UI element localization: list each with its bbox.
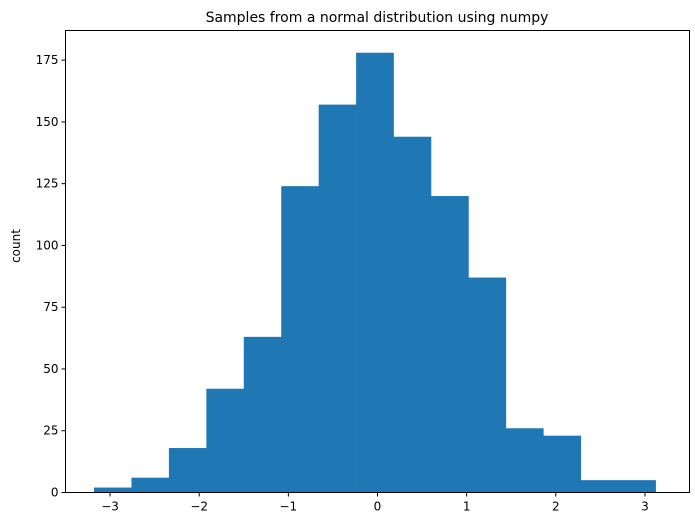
- y-tick-label: 175: [36, 53, 59, 67]
- y-tick-label: 150: [36, 115, 59, 129]
- y-axis-label: count: [9, 229, 23, 263]
- histogram-bar: [505, 428, 544, 493]
- x-tick-label: −3: [101, 500, 119, 514]
- y-tick-label: 25: [43, 424, 58, 438]
- x-axis-ticks: −3 −2 −1 0 1 2 3: [101, 492, 649, 514]
- y-tick-label: 100: [36, 238, 59, 252]
- y-tick-label: 125: [36, 177, 59, 191]
- histogram-bar: [393, 136, 432, 493]
- x-tick-label: 1: [463, 500, 471, 514]
- y-axis-ticks: 0 25 50 75 100 125 150 175: [36, 53, 66, 500]
- histogram-bar: [580, 480, 619, 493]
- y-tick-label: 50: [43, 362, 58, 376]
- histogram-bar: [543, 435, 582, 493]
- histogram-bar: [318, 104, 357, 493]
- x-tick-label: −1: [280, 500, 298, 514]
- histogram-bar: [281, 186, 319, 493]
- histogram-bar: [430, 196, 469, 493]
- histogram-bar: [131, 477, 170, 493]
- histogram-bar: [243, 336, 282, 493]
- plot-frame: [65, 30, 690, 493]
- histogram-bar: [206, 388, 245, 493]
- histogram-bar: [168, 448, 207, 493]
- histogram-bar: [356, 52, 394, 493]
- y-tick-label: 75: [43, 300, 58, 314]
- histogram-bar: [618, 480, 656, 493]
- y-tick-label: 0: [51, 486, 59, 500]
- x-tick-label: 2: [552, 500, 560, 514]
- x-tick-label: 0: [374, 500, 382, 514]
- histogram-bar: [94, 487, 132, 493]
- x-tick-label: 3: [641, 500, 649, 514]
- chart-title: Samples from a normal distribution using…: [206, 10, 549, 26]
- x-tick-label: −2: [190, 500, 208, 514]
- bars-group: [94, 52, 656, 493]
- histogram-bar: [468, 277, 507, 493]
